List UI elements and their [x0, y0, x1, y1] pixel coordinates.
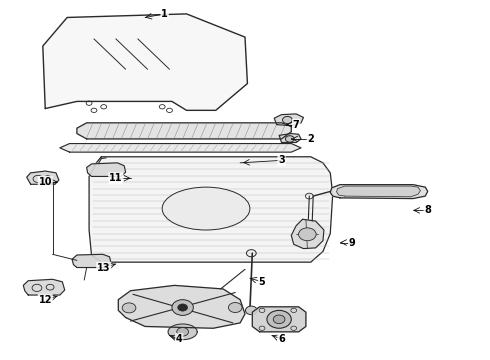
Text: 4: 4	[176, 334, 183, 344]
Polygon shape	[291, 219, 324, 249]
Polygon shape	[43, 14, 247, 111]
Text: 11: 11	[109, 173, 122, 183]
Text: 5: 5	[259, 277, 266, 287]
Text: 9: 9	[349, 238, 356, 248]
Circle shape	[177, 328, 189, 336]
Text: 7: 7	[293, 120, 299, 130]
Circle shape	[267, 310, 291, 328]
Circle shape	[122, 303, 136, 313]
Polygon shape	[168, 324, 197, 340]
Polygon shape	[77, 123, 291, 139]
Text: 1: 1	[161, 9, 168, 19]
Polygon shape	[330, 185, 428, 199]
Ellipse shape	[162, 187, 250, 230]
Circle shape	[286, 136, 294, 142]
Polygon shape	[252, 307, 306, 332]
Circle shape	[273, 315, 285, 324]
Text: 8: 8	[424, 205, 431, 215]
Circle shape	[178, 304, 188, 311]
Text: 10: 10	[39, 177, 52, 187]
Polygon shape	[89, 157, 333, 262]
Polygon shape	[279, 134, 301, 143]
Circle shape	[172, 300, 194, 315]
Circle shape	[245, 306, 257, 315]
Polygon shape	[60, 144, 301, 152]
Circle shape	[298, 228, 316, 241]
Polygon shape	[118, 285, 245, 328]
Polygon shape	[274, 114, 303, 126]
Circle shape	[228, 302, 242, 312]
Text: 13: 13	[97, 262, 110, 273]
Text: 2: 2	[307, 134, 314, 144]
Circle shape	[283, 116, 292, 123]
Polygon shape	[24, 279, 65, 295]
Text: 6: 6	[278, 334, 285, 344]
Text: 12: 12	[39, 295, 52, 305]
Polygon shape	[27, 171, 59, 184]
Polygon shape	[72, 254, 111, 267]
Polygon shape	[87, 163, 125, 176]
Text: 3: 3	[278, 156, 285, 165]
Polygon shape	[337, 186, 420, 197]
